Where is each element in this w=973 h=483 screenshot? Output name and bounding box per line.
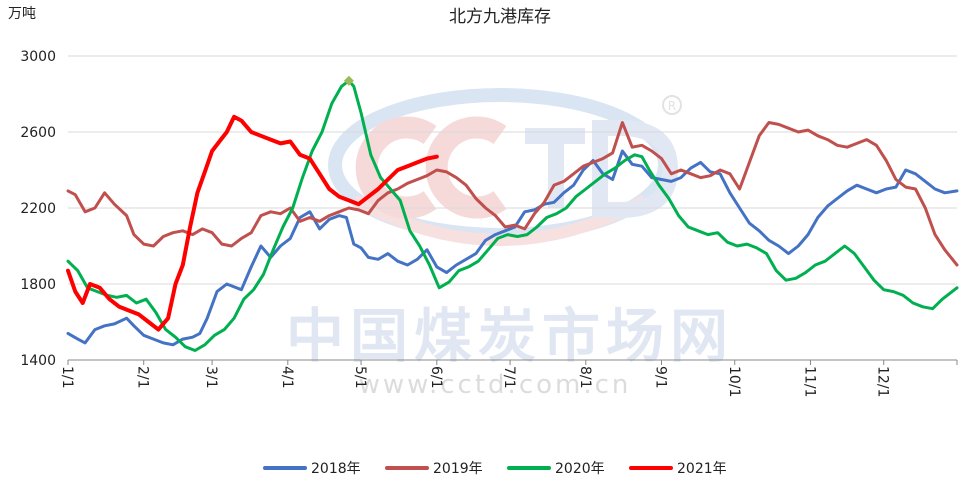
- x-tick-label: 8/1: [577, 366, 593, 389]
- x-tick-label: 6/1: [428, 366, 444, 389]
- x-tick-label: 5/1: [352, 366, 368, 389]
- x-tick-label: 10/1: [726, 366, 742, 397]
- series-lines: [66, 75, 959, 352]
- series-line-2019年: [66, 121, 959, 267]
- chart-title: 北方九港库存: [449, 7, 551, 27]
- legend-label: 2019年: [433, 461, 483, 477]
- series-line-2020年: [66, 79, 959, 352]
- series-line-2018年: [66, 149, 959, 347]
- x-tick-label: 9/1: [652, 366, 668, 389]
- y-tick-label: 2600: [20, 125, 56, 141]
- series-line-2021年: [66, 114, 439, 332]
- watermark-text: 中国煤炭市场网: [286, 302, 734, 370]
- x-tick-label: 7/1: [501, 366, 517, 389]
- registered-mark-icon: [662, 95, 682, 115]
- legend-label: 2018年: [311, 461, 361, 477]
- y-tick-label: 1800: [20, 277, 56, 293]
- legend: 2018年 2019年 2020年 2021年: [263, 461, 727, 477]
- peak-marker: [343, 75, 354, 86]
- y-tick-label: 2200: [20, 201, 56, 217]
- registered-mark-letter: R: [668, 99, 676, 113]
- x-tick-label: 2/1: [135, 366, 151, 389]
- watermark: R 中国煤炭市场网 www.cctd.com.cn: [286, 88, 734, 400]
- watermark-url: www.cctd.com.cn: [359, 370, 632, 400]
- y-tick-label: 3000: [20, 49, 56, 65]
- legend-label: 2020年: [555, 461, 605, 477]
- y-tick-label: 1400: [20, 353, 56, 369]
- x-tick-label: 4/1: [279, 366, 295, 389]
- x-tick-label: 3/1: [203, 366, 219, 389]
- legend-label: 2021年: [677, 461, 727, 477]
- x-tick-label: 1/1: [59, 366, 75, 389]
- x-axis: 1/1 2/1 3/1 4/1 5/1 6/1 7/1 8/1 9/1 10/1 11/1 12/1: [59, 359, 958, 397]
- y-axis-unit: 万吨: [8, 6, 36, 22]
- x-tick-label: 12/1: [875, 366, 891, 397]
- cctd-logo-watermark: R: [328, 88, 682, 246]
- x-tick-label: 11/1: [801, 366, 817, 397]
- y-axis-ticks: 1400 1800 2200 2600 3000: [20, 49, 56, 369]
